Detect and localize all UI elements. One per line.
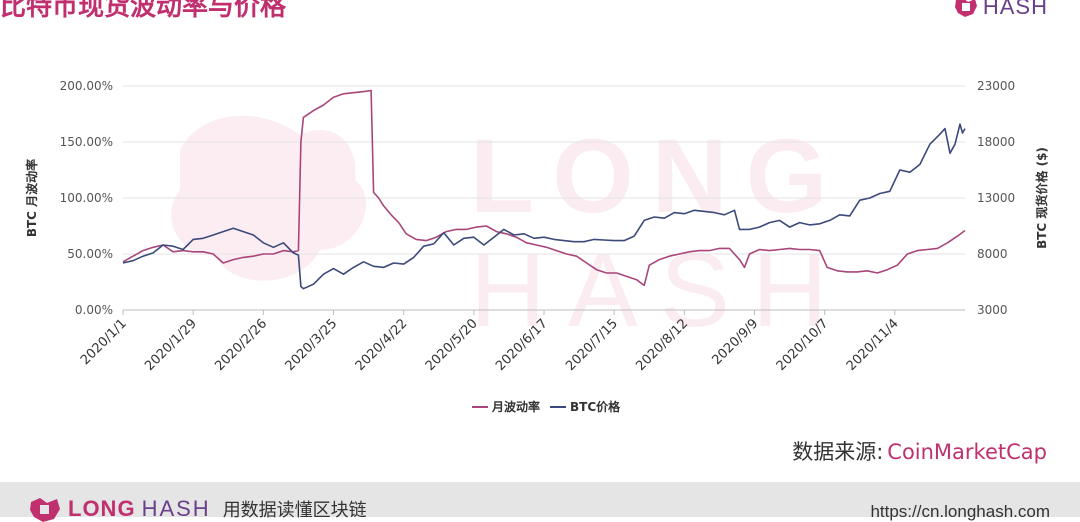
y-axis-left-label: BTC 月波动率	[24, 159, 39, 237]
right-tick-label: 8000	[977, 247, 1008, 261]
data-source-label: 数据来源:	[792, 440, 884, 464]
data-source: 数据来源: CoinMarketCap	[792, 436, 1047, 466]
footer-brand-long: LONG	[68, 496, 136, 521]
watermark-line2: HASH	[470, 232, 850, 349]
logo-mark-icon	[954, 0, 977, 17]
x-tick-label: 2020/11/4	[844, 316, 902, 374]
series	[122, 89, 966, 290]
volatility-series-line	[122, 89, 966, 287]
right-tick-label: 23000	[977, 79, 1015, 93]
volatility-price-chart: LONG HASH 0.00% 50.00% 100.00% 150.00% 200.0…	[24, 79, 1049, 414]
watermark-line1: LONG	[470, 118, 845, 235]
footer-brand-hash: HASH	[141, 496, 211, 521]
logo-text: HASH	[982, 0, 1048, 19]
footer-url-link[interactable]: https://cn.longhash.com	[870, 502, 1050, 521]
chart-title: 比特币现货波动率与价格	[0, 0, 287, 22]
right-tick-label: 13000	[977, 191, 1015, 205]
left-tick-label: 50.00%	[67, 247, 113, 261]
footer-tagline: 用数据读懂区块链	[222, 500, 367, 521]
x-tick-label: 2020/1/29	[142, 316, 200, 374]
x-tick-label: 2020/4/22	[353, 316, 411, 374]
y-axis-right-label: BTC 现货价格 ($)	[1034, 147, 1049, 249]
footer-bar: LONG HASH 用数据读懂区块链 https://cn.longhash.c…	[0, 482, 1080, 522]
x-tick-label: 2020/1/1	[78, 316, 130, 368]
legend-label: 月波动率	[491, 399, 540, 414]
left-tick-label: 100.00%	[60, 191, 113, 205]
right-tick-label: 18000	[977, 135, 1015, 149]
x-tick-label: 2020/2/26	[212, 316, 270, 374]
legend: 月波动率 BTC价格	[472, 399, 621, 414]
data-source-value: CoinMarketCap	[887, 440, 1047, 464]
left-tick-label: 200.00%	[60, 79, 113, 93]
x-tick-label: 2020/3/25	[283, 316, 341, 374]
price-series-line	[122, 123, 966, 290]
top-logo: HASH	[953, 0, 1048, 20]
right-tick-label: 3000	[977, 303, 1008, 317]
footer-logo-icon	[30, 498, 60, 522]
legend-label: BTC价格	[570, 399, 621, 414]
footer-brand: LONG HASH 用数据读懂区块链	[28, 496, 367, 522]
left-tick-label: 150.00%	[60, 135, 113, 149]
left-tick-label: 0.00%	[75, 303, 113, 317]
